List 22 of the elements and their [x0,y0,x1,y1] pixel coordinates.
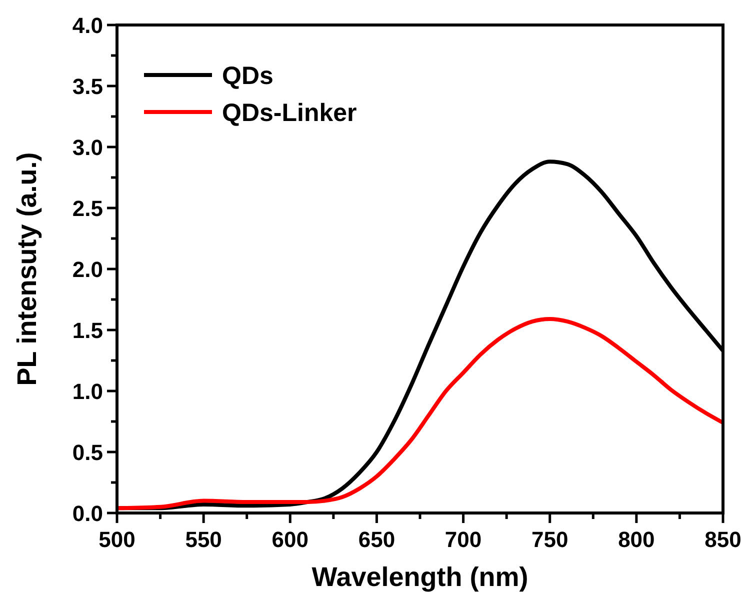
y-tick-label: 1.5 [72,318,103,343]
x-tick-label: 850 [704,527,742,552]
y-tick-label: 2.0 [72,257,103,282]
x-tick-label: 650 [358,527,396,552]
y-tick-label: 0.5 [72,440,103,465]
y-tick-label: 3.0 [72,135,103,160]
x-tick-label: 800 [618,527,655,552]
legend-label: QDs [222,62,274,90]
x-tick-label: 700 [444,527,482,552]
x-tick-label: 750 [532,527,568,552]
x-tick-label: 500 [98,527,136,552]
x-axis-title: Wavelength (nm) [312,562,528,592]
line-series [117,317,723,510]
y-tick-label: 3.5 [72,74,103,99]
y-tick-label: 1.0 [72,379,103,404]
x-tick-label: 550 [185,527,222,552]
y-tick-label: 4.0 [72,13,103,38]
y-tick-label: 0.0 [72,501,103,526]
y-tick-label: 2.5 [72,196,103,221]
y-axis-title: PL intensuty (a.u.) [12,152,42,386]
legend-label: QDs-Linker [222,99,358,127]
x-tick-label: 600 [272,527,308,552]
